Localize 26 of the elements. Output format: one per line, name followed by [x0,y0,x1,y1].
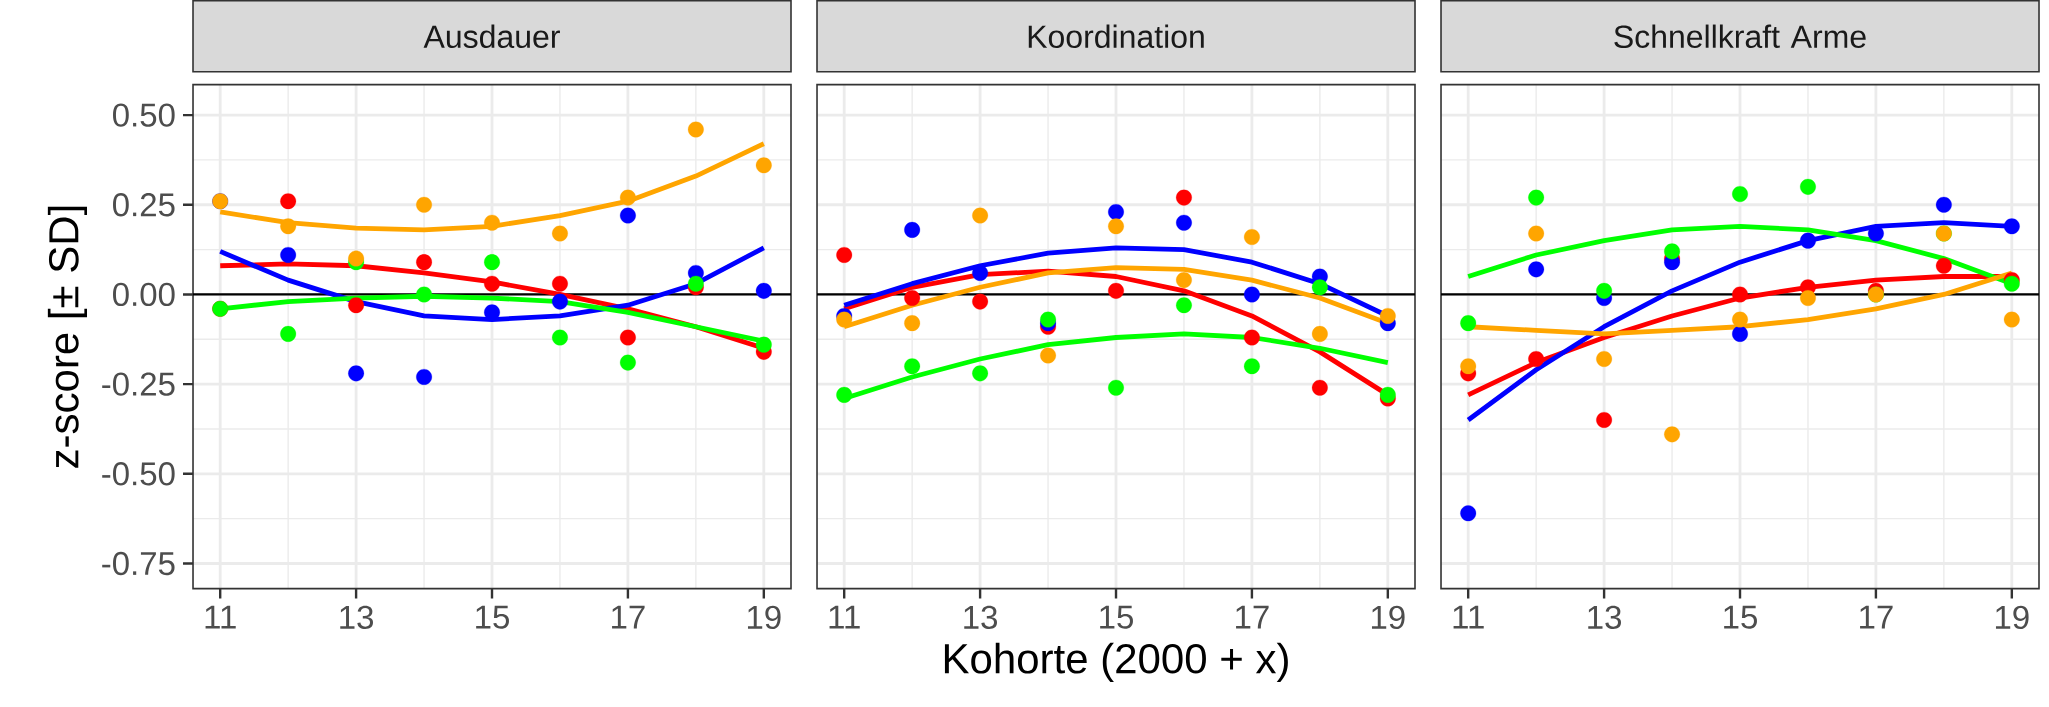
y-tick-label: 0.50 [113,103,175,127]
x-tick-label: 15 [1724,605,1757,629]
x-tick-label: 13 [340,605,373,630]
y-tick-label: 0.25 [113,193,175,217]
x-tick-label: 13 [964,605,997,630]
chart-title: Ausdauer [423,24,560,49]
y-axis-title: z-score [± SD] [47,206,87,468]
x-tick-label: 17 [1236,605,1269,629]
y-tick-label: -0.50 [102,462,175,486]
chart-title: Koordination [1028,24,1204,49]
x-tick-label: 15 [476,605,509,629]
y-tick-label: 0.00 [113,282,175,307]
x-tick-label: 19 [1995,605,2029,630]
x-tick-label: 15 [1100,605,1133,629]
x-tick-label: 17 [1860,605,1893,629]
chart-title: Schnellkraft Arme [1614,24,1866,49]
x-tick-label: 11 [1453,605,1484,629]
x-axis-title: Kohorte (2000 + x) [944,642,1288,683]
x-tick-label: 17 [612,605,645,629]
x-tick-label: 19 [747,605,781,630]
x-tick-label: 11 [829,605,860,629]
y-tick-label: -0.75 [102,551,175,576]
y-tick-label: -0.25 [102,372,175,396]
x-tick-label: 13 [1588,605,1621,630]
x-tick-label: 19 [1371,605,1405,630]
x-tick-label: 11 [205,605,236,629]
